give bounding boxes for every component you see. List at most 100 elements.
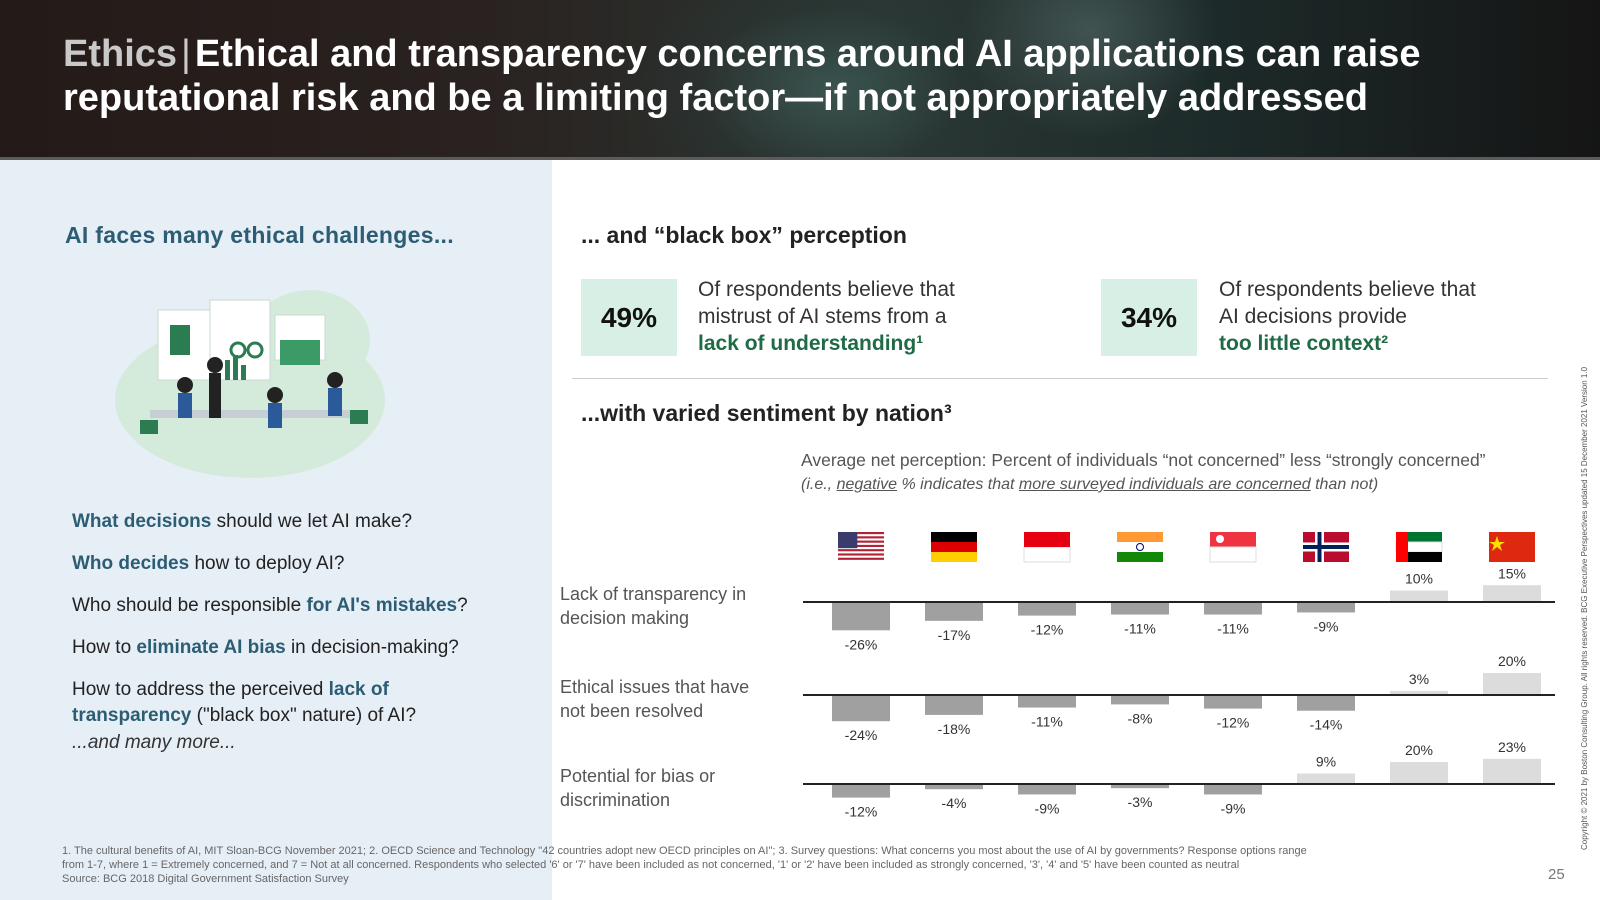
bar-singapore-row-3 <box>1204 785 1262 795</box>
question-transparency: How to address the perceived lack of tra… <box>72 679 417 726</box>
flag-id-red <box>1024 532 1070 547</box>
value-label-singapore-row-1: -11% <box>1217 621 1249 637</box>
footnote-source: Source: BCG 2018 Digital Government Sati… <box>62 873 349 885</box>
flag-in-chakra <box>1136 543 1144 551</box>
flag-de-gold <box>931 552 977 562</box>
bar-united-states-row-1 <box>832 603 890 631</box>
bar-china-row-3 <box>1483 758 1541 783</box>
flag-id-white <box>1023 546 1071 563</box>
flag-us-stripe <box>838 553 884 556</box>
header-background-image <box>620 0 1040 160</box>
bar-germany-row-3 <box>925 785 983 790</box>
flag-sg-crescent <box>1216 535 1224 543</box>
bar-united-arab-emirates-row-1 <box>1390 590 1448 601</box>
flag-in-saffron <box>1117 532 1163 542</box>
chart-subtitle: Average net perception: Percent of indiv… <box>801 450 1486 470</box>
bar-indonesia-row-2 <box>1018 696 1076 708</box>
bar-norway-row-3 <box>1297 773 1355 783</box>
flag-de-black <box>931 532 977 542</box>
value-label-united-states-row-2: -24% <box>845 727 878 743</box>
flag-us-stripe <box>838 544 884 547</box>
bar-united-arab-emirates-row-3 <box>1390 762 1448 783</box>
value-label-india-row-1: -11% <box>1124 621 1156 637</box>
bar-china-row-2 <box>1483 673 1541 694</box>
flag-us-stripe <box>838 532 884 535</box>
flag-cn-star <box>1489 536 1505 551</box>
bar-united-states-row-3 <box>832 785 890 798</box>
value-label-indonesia-row-2: -11% <box>1031 714 1063 730</box>
stat-34-badge: 34% <box>1101 279 1197 356</box>
value-label-india-row-2: -8% <box>1128 710 1153 726</box>
value-label-china-row-3: 23% <box>1498 739 1526 755</box>
bar-china-row-1 <box>1483 585 1541 601</box>
black-box-heading: ... and “black box” perception <box>581 222 907 248</box>
and-many-more: ...and many more... <box>72 732 236 753</box>
left-heading: AI faces many ethical challenges... <box>65 222 454 248</box>
flag-us-stripe <box>838 536 884 539</box>
bar-indonesia-row-3 <box>1018 785 1076 795</box>
value-label-india-row-3: -3% <box>1128 794 1153 810</box>
value-label-united-arab-emirates-row-1: 10% <box>1405 571 1433 587</box>
flag-ae-green <box>1396 532 1442 542</box>
chart-note: (i.e., negative % indicates that more su… <box>801 476 1379 493</box>
stat-49-badge: 49% <box>581 279 677 356</box>
title-text: Ethical and transparency concerns around… <box>63 33 1421 119</box>
question-decisions: What decisions should we let AI make? <box>72 511 413 532</box>
value-label-norway-row-2: -14% <box>1310 717 1343 733</box>
bar-norway-row-1 <box>1297 603 1355 613</box>
row-label-potential-for-bias-or-discrimination: Potential for bias or discrimination <box>560 766 715 810</box>
footnote-line-2: from 1-7, where 1 = Extremely concerned,… <box>62 859 1240 871</box>
bar-india-row-1 <box>1111 603 1169 615</box>
flag-sg-white <box>1209 546 1257 563</box>
flag-ae-red <box>1396 532 1408 562</box>
question-responsibility: Who should be responsible for AI's mista… <box>72 595 468 616</box>
divider-right <box>1102 378 1548 379</box>
value-label-germany-row-2: -18% <box>938 721 971 737</box>
value-label-united-arab-emirates-row-2: 3% <box>1409 671 1429 687</box>
bar-singapore-row-2 <box>1204 696 1262 709</box>
copyright-notice: Copyright © 2021 by Boston Consulting Gr… <box>1580 366 1589 850</box>
value-label-china-row-1: 15% <box>1498 565 1526 581</box>
bar-singapore-row-1 <box>1204 603 1262 615</box>
question-bias: How to eliminate AI bias in decision-mak… <box>72 637 459 658</box>
footnotes: 1. The cultural benefits of AI, MIT Sloa… <box>62 844 1522 886</box>
value-label-singapore-row-3: -9% <box>1221 800 1246 816</box>
header-banner: Ethics | Ethical and transparency concerns… <box>0 0 1600 160</box>
page-number: 25 <box>1548 866 1565 883</box>
flag-in-white <box>1117 542 1163 552</box>
nation-heading: ...with varied sentiment by nation³ <box>581 400 952 426</box>
flag-ae-black <box>1396 552 1442 562</box>
office-illustration <box>115 290 385 478</box>
value-label-norway-row-1: -9% <box>1314 618 1339 634</box>
flag-no-blue-h <box>1303 545 1349 549</box>
value-label-china-row-2: 20% <box>1498 653 1526 669</box>
bar-germany-row-1 <box>925 603 983 621</box>
divider-left <box>572 378 1104 379</box>
value-label-united-states-row-1: -26% <box>845 636 878 652</box>
bar-india-row-3 <box>1111 785 1169 789</box>
question-who-decides: Who decides how to deploy AI? <box>72 553 345 574</box>
flag-in-green <box>1117 552 1163 562</box>
row-label-ethical-issues-that-have-not-been-resolved: Ethical issues that have not been resolve… <box>560 677 749 721</box>
bar-germany-row-2 <box>925 696 983 715</box>
flag-de-red <box>931 542 977 552</box>
value-label-norway-row-3: 9% <box>1316 754 1336 770</box>
footnote-line-1: 1. The cultural benefits of AI, MIT Sloa… <box>62 845 1307 857</box>
value-label-united-states-row-3: -12% <box>845 804 878 820</box>
bar-indonesia-row-1 <box>1018 603 1076 616</box>
bar-united-states-row-2 <box>832 696 890 722</box>
stat-49-text: Of respondents believe that mistrust of … <box>698 278 955 355</box>
section-tag: Ethics <box>63 33 178 75</box>
row-label-lack-of-transparency-in-decision-making: Lack of transparency in decision making <box>560 584 746 628</box>
header-underline <box>0 157 1600 160</box>
title-separator: | <box>181 33 191 75</box>
flag-us-stripe <box>838 557 884 560</box>
value-label-singapore-row-2: -12% <box>1217 715 1250 731</box>
value-label-united-arab-emirates-row-3: 20% <box>1405 742 1433 758</box>
flag-us-stripe <box>838 549 884 552</box>
value-label-germany-row-1: -17% <box>938 627 971 643</box>
value-label-germany-row-3: -4% <box>942 795 967 811</box>
value-label-indonesia-row-1: -12% <box>1031 622 1064 638</box>
sentiment-chart: Lack of transparency in decision making -2… <box>560 532 1555 820</box>
